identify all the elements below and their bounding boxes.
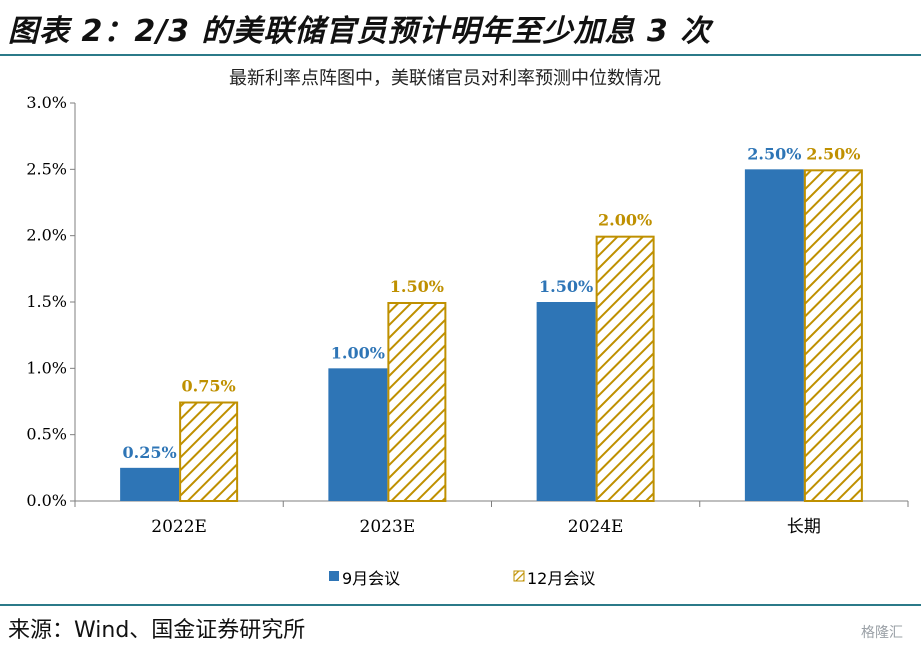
- x-tick-label: 2022E: [151, 517, 207, 537]
- data-label: 1.50%: [539, 277, 593, 296]
- bar: [328, 368, 388, 501]
- y-tick-label: 0.5%: [26, 425, 67, 444]
- bottom-divider: [0, 604, 921, 606]
- x-tick-label: 长期: [787, 517, 821, 537]
- data-label: 1.00%: [331, 343, 385, 362]
- data-label: 2.50%: [806, 144, 860, 163]
- bar: [179, 401, 239, 502]
- bar-chart: 最新利率点阵图中，美联储官员对利率预测中位数情况 0.0% 0.5% 1.0% 1.5…: [26, 68, 909, 588]
- y-tick-label: 0.0%: [26, 491, 67, 510]
- figure-title: 图表 2：2/3 的美联储官员预计明年至少加息 3 次: [8, 14, 712, 49]
- x-tick-label: 2023E: [360, 517, 416, 537]
- data-label: 2.00%: [598, 211, 652, 230]
- top-divider: [0, 54, 921, 56]
- watermark: 格隆汇: [861, 625, 903, 641]
- data-labels: 0.25% 0.75% 1.00% 1.50% 1.50% 2.00% 2.50% 2.50%: [123, 144, 861, 462]
- x-tick-label: 2024E: [568, 517, 624, 537]
- bar: [595, 235, 655, 503]
- y-tick-label: 3.0%: [26, 93, 67, 112]
- y-tick-label: 1.5%: [26, 292, 67, 311]
- bars: [120, 169, 863, 503]
- bar: [803, 169, 863, 502]
- data-label: 2.50%: [747, 144, 801, 163]
- y-tick-label: 2.5%: [26, 159, 67, 178]
- data-label: 1.50%: [390, 277, 444, 296]
- bar: [120, 467, 180, 501]
- bar: [387, 302, 447, 502]
- chart-title: 最新利率点阵图中，美联储官员对利率预测中位数情况: [229, 68, 661, 89]
- source-note: 来源：Wind、国金证券研究所: [8, 618, 306, 643]
- legend-swatch-series1: [329, 571, 339, 581]
- legend-label-series2: 12月会议: [527, 569, 595, 588]
- bar: [744, 169, 804, 502]
- bar: [536, 302, 596, 501]
- legend-label-series1: 9月会议: [342, 569, 400, 588]
- data-label: 0.25%: [123, 443, 177, 462]
- legend-swatch-series2: [513, 570, 525, 582]
- y-tick-label: 2.0%: [26, 226, 67, 245]
- y-tick-label: 1.0%: [26, 358, 67, 377]
- legend: 9月会议 12月会议: [329, 569, 595, 588]
- header: 图表 2：2/3 的美联储官员预计明年至少加息 3 次: [0, 0, 921, 56]
- data-label: 0.75%: [182, 377, 236, 396]
